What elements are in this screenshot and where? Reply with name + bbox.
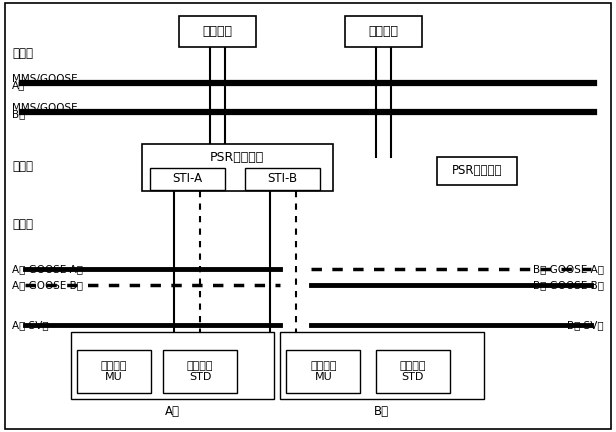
Text: 合并单元
MU: 合并单元 MU	[310, 361, 337, 382]
Text: A套 GOOSE B网: A套 GOOSE B网	[12, 280, 83, 290]
FancyBboxPatch shape	[437, 157, 517, 185]
Text: B套 SV网: B套 SV网	[567, 320, 604, 330]
FancyBboxPatch shape	[179, 16, 256, 47]
Text: 智能终端
STD: 智能终端 STD	[187, 361, 214, 382]
FancyBboxPatch shape	[245, 168, 320, 190]
Text: 间隔层: 间隔层	[12, 160, 33, 173]
Text: B套 GOOSE B网: B套 GOOSE B网	[533, 280, 604, 290]
FancyBboxPatch shape	[376, 350, 450, 393]
Text: B套 GOOSE A网: B套 GOOSE A网	[533, 264, 604, 274]
Text: 远动设备: 远动设备	[368, 25, 399, 38]
Text: PSR测控装置: PSR测控装置	[452, 164, 503, 178]
Text: 过程层: 过程层	[12, 218, 33, 231]
FancyBboxPatch shape	[286, 350, 360, 393]
FancyBboxPatch shape	[142, 144, 333, 191]
FancyBboxPatch shape	[345, 16, 422, 47]
Text: STI-B: STI-B	[268, 172, 298, 185]
Text: B套: B套	[375, 405, 389, 418]
Text: A网: A网	[12, 80, 26, 90]
Text: 后台监控: 后台监控	[202, 25, 232, 38]
FancyBboxPatch shape	[280, 332, 484, 399]
Text: MMS/GOOSE: MMS/GOOSE	[12, 102, 78, 113]
FancyBboxPatch shape	[77, 350, 151, 393]
FancyBboxPatch shape	[163, 350, 237, 393]
Text: A套: A套	[165, 405, 180, 418]
Text: 合并单元
MU: 合并单元 MU	[100, 361, 128, 382]
Text: 智能终端
STD: 智能终端 STD	[399, 361, 426, 382]
FancyBboxPatch shape	[71, 332, 274, 399]
Text: STI-A: STI-A	[172, 172, 202, 185]
FancyBboxPatch shape	[150, 168, 225, 190]
Text: B网: B网	[12, 109, 26, 119]
Text: 站控层: 站控层	[12, 47, 33, 60]
Text: MMS/GOOSE: MMS/GOOSE	[12, 73, 78, 84]
Text: A套 SV网: A套 SV网	[12, 320, 49, 330]
Text: PSR测控装置: PSR测控装置	[210, 151, 264, 164]
Text: A套 GOOSE A网: A套 GOOSE A网	[12, 264, 83, 274]
